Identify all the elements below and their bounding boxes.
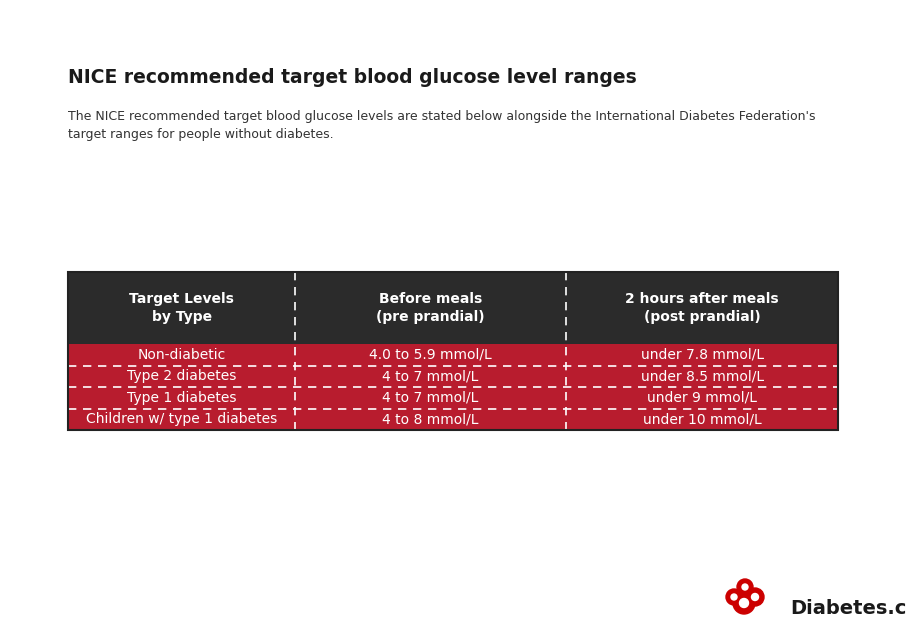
Circle shape [742, 584, 748, 590]
Text: 4 to 7 mmol/L: 4 to 7 mmol/L [382, 391, 479, 404]
Circle shape [751, 593, 758, 600]
Circle shape [726, 589, 742, 605]
Bar [68, 365, 838, 387]
Text: NICE recommended target blood glucose level ranges: NICE recommended target blood glucose le… [68, 68, 637, 87]
Circle shape [739, 598, 748, 607]
Text: under 7.8 mmol/L: under 7.8 mmol/L [641, 348, 764, 362]
Text: 4 to 7 mmol/L: 4 to 7 mmol/L [382, 369, 479, 383]
Text: 2 hours after meals
(post prandial): 2 hours after meals (post prandial) [625, 292, 779, 324]
Bar [68, 408, 838, 430]
Text: under 9 mmol/L: under 9 mmol/L [647, 391, 757, 404]
Circle shape [737, 579, 753, 595]
Circle shape [731, 594, 737, 600]
Text: under 10 mmol/L: under 10 mmol/L [642, 412, 761, 426]
Text: The NICE recommended target blood glucose levels are stated below alongside the : The NICE recommended target blood glucos… [68, 110, 815, 141]
Text: under 8.5 mmol/L: under 8.5 mmol/L [641, 369, 764, 383]
Bar [68, 272, 838, 430]
Text: Target Levels
by Type: Target Levels by Type [130, 292, 234, 324]
Text: Type 1 diabetes: Type 1 diabetes [127, 391, 236, 404]
Text: Diabetes.co.uk: Diabetes.co.uk [790, 598, 906, 618]
Text: Non-diabetic: Non-diabetic [138, 348, 226, 362]
Bar [68, 344, 838, 365]
Bar [68, 387, 838, 408]
Text: Children w/ type 1 diabetes: Children w/ type 1 diabetes [86, 412, 277, 426]
Text: 4 to 8 mmol/L: 4 to 8 mmol/L [382, 412, 479, 426]
Text: Type 2 diabetes: Type 2 diabetes [127, 369, 236, 383]
Circle shape [746, 588, 764, 606]
Bar [68, 272, 838, 344]
Text: Before meals
(pre prandial): Before meals (pre prandial) [376, 292, 485, 324]
Circle shape [733, 592, 755, 614]
Text: 4.0 to 5.9 mmol/L: 4.0 to 5.9 mmol/L [370, 348, 492, 362]
